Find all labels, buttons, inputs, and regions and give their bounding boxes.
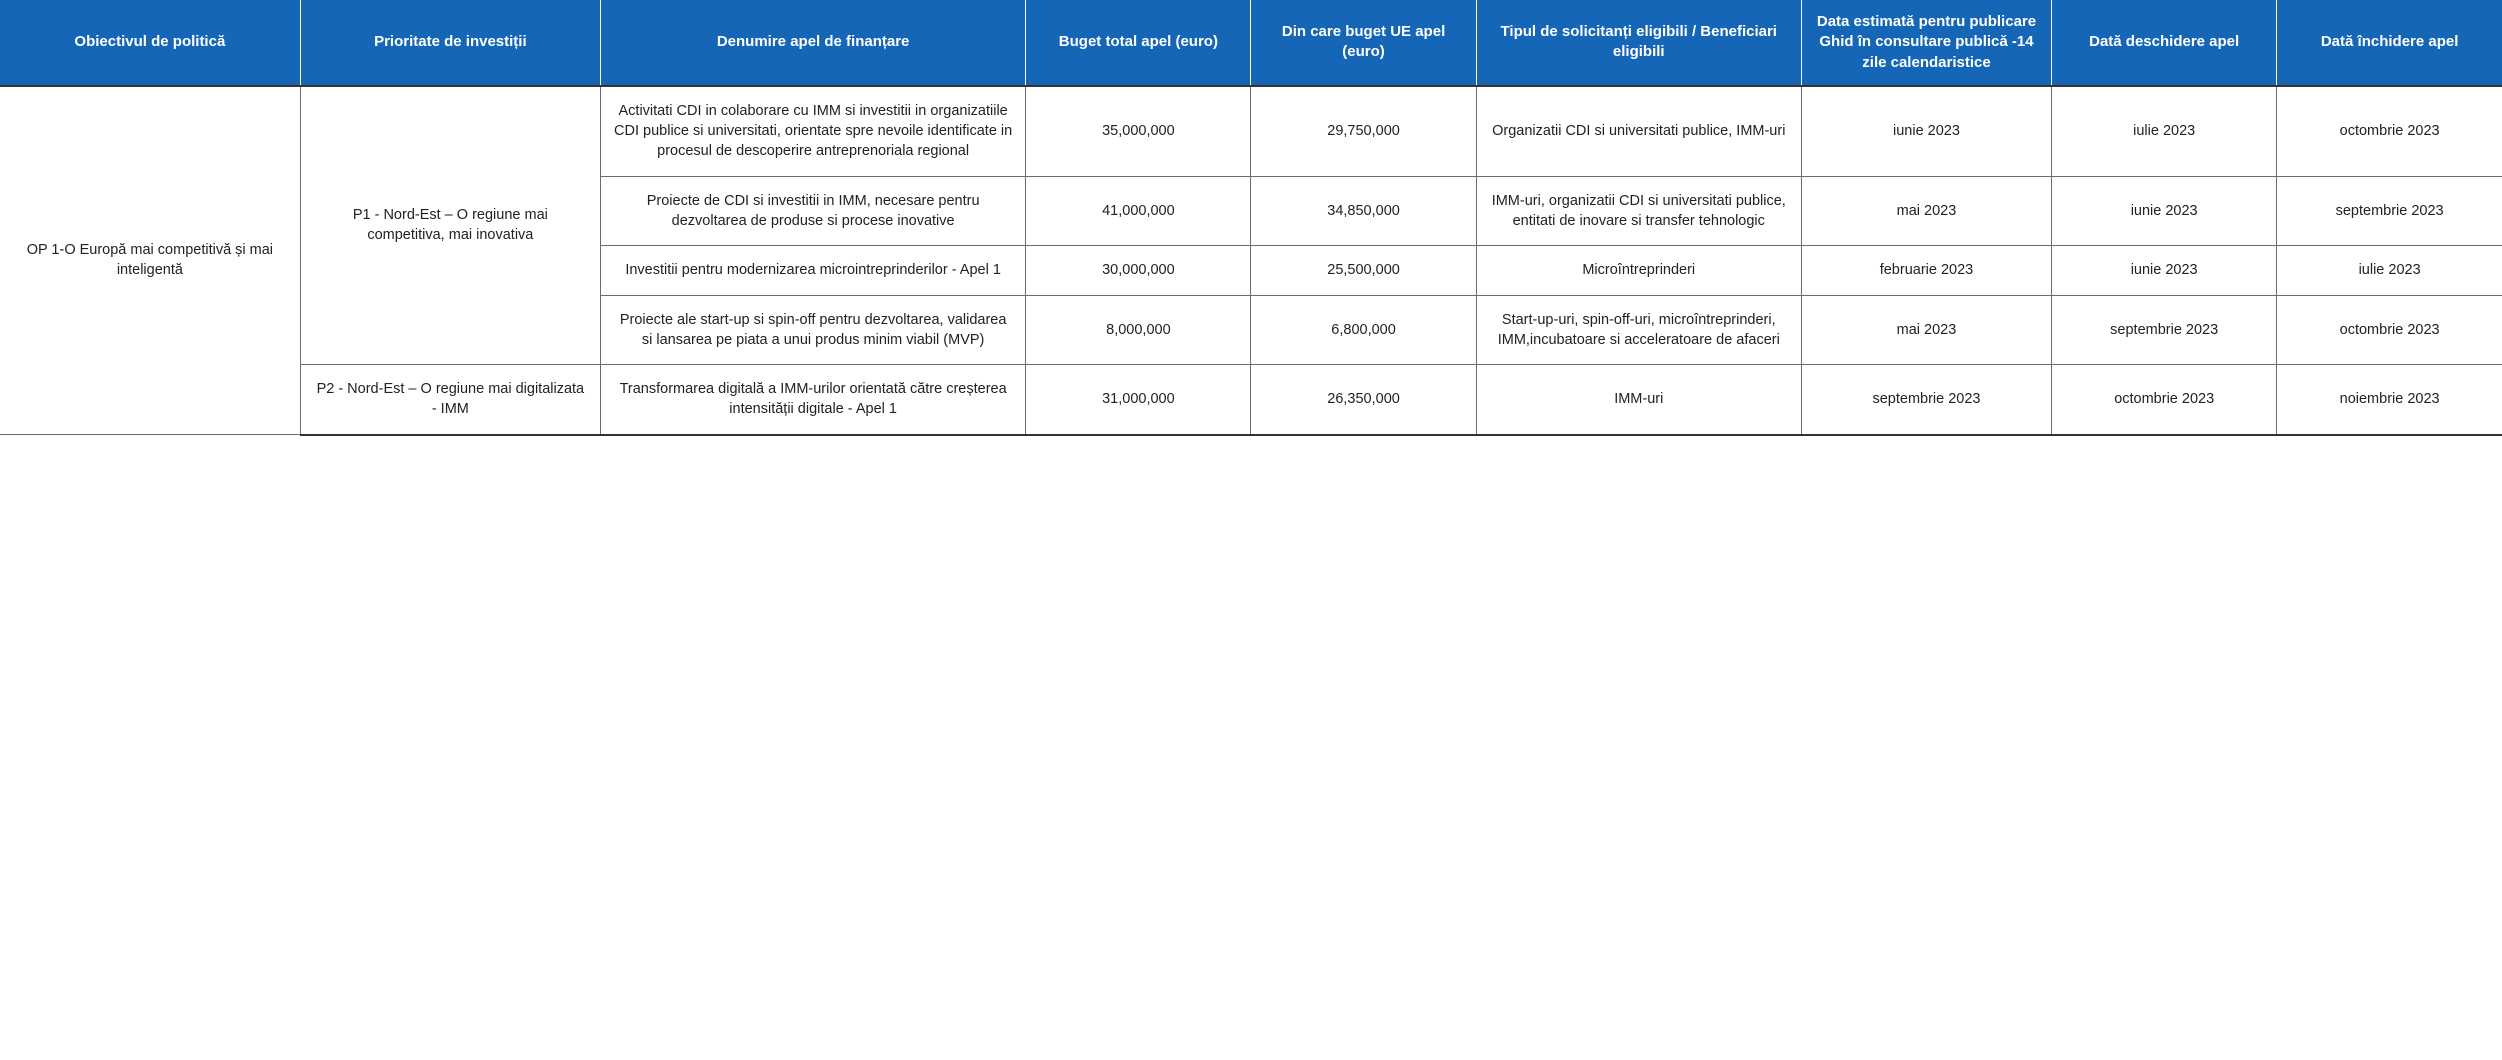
- col-header: Obiectivul de politică: [0, 0, 300, 86]
- table-row: P2 - Nord-Est – O regiune mai digitaliza…: [0, 365, 2502, 435]
- cell-budget-ue: 26,350,000: [1251, 365, 1476, 435]
- col-header: Dată închidere apel: [2277, 0, 2502, 86]
- cell-call-name: Investitii pentru modernizarea microintr…: [600, 246, 1025, 295]
- cell-date-open: iulie 2023: [2052, 86, 2277, 176]
- col-header: Din care buget UE apel (euro): [1251, 0, 1476, 86]
- cell-call-name: Proiecte ale start-up si spin-off pentru…: [600, 295, 1025, 365]
- cell-call-name: Transformarea digitală a IMM-urilor orie…: [600, 365, 1025, 435]
- col-header: Denumire apel de finanțare: [600, 0, 1025, 86]
- cell-objective: OP 1-O Europă mai competitivă și mai int…: [0, 86, 300, 435]
- col-header: Dată deschidere apel: [2052, 0, 2277, 86]
- table-row: OP 1-O Europă mai competitivă și mai int…: [0, 86, 2502, 176]
- cell-eligible: IMM-uri, organizatii CDI si universitati…: [1476, 176, 1801, 246]
- table-body: OP 1-O Europă mai competitivă și mai int…: [0, 86, 2502, 435]
- cell-budget-ue: 29,750,000: [1251, 86, 1476, 176]
- cell-eligible: Organizatii CDI si universitati publice,…: [1476, 86, 1801, 176]
- cell-date-close: septembrie 2023: [2277, 176, 2502, 246]
- cell-priority: P1 - Nord-Est – O regiune mai competitiv…: [300, 86, 600, 365]
- cell-budget-total: 8,000,000: [1026, 295, 1251, 365]
- cell-date-open: iunie 2023: [2052, 176, 2277, 246]
- cell-eligible: Start-up-uri, spin-off-uri, microîntrepr…: [1476, 295, 1801, 365]
- cell-budget-total: 30,000,000: [1026, 246, 1251, 295]
- table-header: Obiectivul de politică Prioritate de inv…: [0, 0, 2502, 86]
- cell-budget-total: 31,000,000: [1026, 365, 1251, 435]
- cell-date-open: iunie 2023: [2052, 246, 2277, 295]
- cell-date-guide: mai 2023: [1801, 295, 2051, 365]
- cell-eligible: Microîntreprinderi: [1476, 246, 1801, 295]
- col-header: Buget total apel (euro): [1026, 0, 1251, 86]
- cell-budget-ue: 25,500,000: [1251, 246, 1476, 295]
- cell-date-guide: iunie 2023: [1801, 86, 2051, 176]
- funding-calls-table: Obiectivul de politică Prioritate de inv…: [0, 0, 2502, 436]
- cell-call-name: Proiecte de CDI si investitii in IMM, ne…: [600, 176, 1025, 246]
- cell-date-guide: septembrie 2023: [1801, 365, 2051, 435]
- col-header: Prioritate de investiții: [300, 0, 600, 86]
- cell-call-name: Activitati CDI in colaborare cu IMM si i…: [600, 86, 1025, 176]
- cell-date-open: septembrie 2023: [2052, 295, 2277, 365]
- col-header: Data estimată pentru publicare Ghid în c…: [1801, 0, 2051, 86]
- cell-budget-total: 35,000,000: [1026, 86, 1251, 176]
- cell-date-close: noiembrie 2023: [2277, 365, 2502, 435]
- col-header: Tipul de solicitanți eligibili / Benefic…: [1476, 0, 1801, 86]
- cell-budget-total: 41,000,000: [1026, 176, 1251, 246]
- cell-date-open: octombrie 2023: [2052, 365, 2277, 435]
- cell-budget-ue: 34,850,000: [1251, 176, 1476, 246]
- cell-date-guide: februarie 2023: [1801, 246, 2051, 295]
- cell-priority: P2 - Nord-Est – O regiune mai digitaliza…: [300, 365, 600, 435]
- cell-budget-ue: 6,800,000: [1251, 295, 1476, 365]
- cell-eligible: IMM-uri: [1476, 365, 1801, 435]
- cell-date-guide: mai 2023: [1801, 176, 2051, 246]
- cell-date-close: octombrie 2023: [2277, 295, 2502, 365]
- cell-date-close: iulie 2023: [2277, 246, 2502, 295]
- cell-date-close: octombrie 2023: [2277, 86, 2502, 176]
